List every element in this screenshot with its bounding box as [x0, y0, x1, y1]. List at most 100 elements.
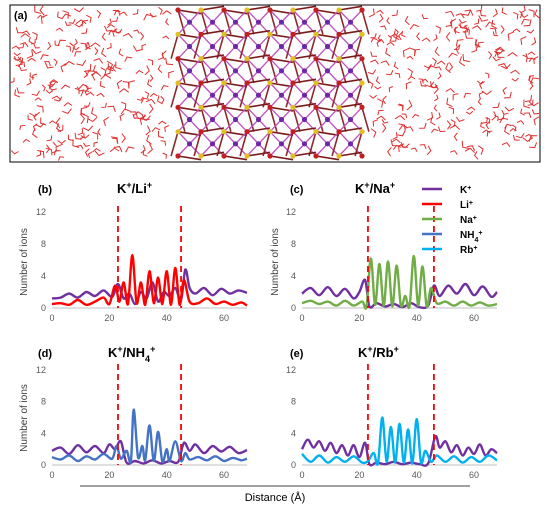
- potassium-ion: [347, 141, 354, 147]
- panel-b-ytick-label: 8: [41, 239, 46, 249]
- water-molecule: [449, 18, 457, 29]
- framework-atom: [221, 153, 227, 159]
- water-molecule: [20, 33, 30, 38]
- water-molecule: [454, 44, 461, 50]
- water-molecule: [140, 115, 151, 122]
- panel-b-ylabel: Number of ions: [19, 228, 30, 296]
- framework-atom: [290, 104, 296, 110]
- water-molecule: [520, 13, 529, 19]
- water-molecule: [453, 26, 459, 35]
- water-molecule: [125, 146, 135, 153]
- water-molecule: [477, 80, 485, 85]
- water-molecule: [477, 97, 482, 106]
- water-molecule: [528, 57, 536, 63]
- water-molecule: [397, 130, 406, 137]
- potassium-ion: [278, 43, 285, 50]
- water-molecule: [80, 134, 90, 139]
- water-molecule: [401, 113, 408, 119]
- framework-bond: [331, 131, 340, 157]
- water-molecule: [520, 5, 526, 14]
- framework-atom: [175, 129, 181, 135]
- framework-atom: [267, 7, 273, 13]
- panel-b-xtick-label: 20: [104, 313, 114, 323]
- framework-bond: [216, 131, 225, 157]
- framework-atom: [313, 153, 319, 159]
- water-molecule: [524, 112, 532, 118]
- water-molecule: [147, 143, 154, 154]
- framework-bond: [338, 29, 363, 36]
- water-molecule: [74, 132, 82, 140]
- legend-entry: NH4+: [460, 230, 482, 244]
- framework-bond: [292, 151, 317, 157]
- water-molecule: [108, 30, 116, 36]
- water-molecule: [369, 94, 378, 99]
- water-molecule: [147, 58, 154, 66]
- water-molecule: [93, 141, 99, 148]
- water-molecule: [531, 37, 537, 46]
- water-molecule: [479, 10, 487, 17]
- water-molecule: [445, 62, 451, 74]
- water-molecule: [85, 84, 92, 90]
- framework-bond: [170, 131, 179, 157]
- water-molecule: [132, 8, 139, 15]
- panel-e-xtick-label: 60: [469, 470, 479, 480]
- framework-atom: [221, 56, 227, 62]
- panel-d-ylabel: Number of ions: [19, 384, 30, 452]
- framework-atom: [198, 153, 204, 159]
- water-molecule: [76, 144, 84, 150]
- framework-bond: [246, 102, 271, 109]
- panel-a: (a): [9, 4, 541, 163]
- water-molecule: [376, 9, 384, 14]
- water-molecule: [36, 105, 44, 113]
- framework-bond: [239, 82, 248, 108]
- framework-bond: [269, 58, 278, 84]
- framework-bond: [285, 82, 294, 108]
- potassium-ion: [278, 19, 285, 25]
- water-molecule: [436, 60, 446, 65]
- framework-bond: [285, 131, 294, 157]
- water-molecule: [504, 125, 510, 136]
- water-molecule: [41, 84, 46, 92]
- water-molecule: [86, 91, 95, 96]
- water-molecule: [75, 19, 87, 25]
- water-molecule: [34, 5, 41, 14]
- framework-atom: [221, 80, 227, 86]
- water-molecule: [479, 81, 484, 90]
- framework-atom: [359, 7, 365, 13]
- water-molecule: [82, 113, 89, 124]
- water-molecule: [121, 133, 126, 144]
- water-molecule: [380, 25, 387, 31]
- water-molecule: [47, 41, 52, 50]
- panel-b-ytick-label: 4: [41, 271, 46, 281]
- water-molecule: [93, 58, 104, 64]
- water-molecule: [372, 119, 378, 127]
- water-molecule: [368, 8, 375, 18]
- potassium-ion: [186, 141, 193, 147]
- water-molecule: [10, 150, 19, 155]
- water-molecule: [397, 104, 404, 112]
- framework-bond: [315, 107, 324, 132]
- framework-bond: [216, 34, 225, 59]
- framework-bond: [223, 9, 248, 15]
- water-molecule: [434, 46, 440, 57]
- water-molecule: [378, 13, 384, 23]
- panel-c-title-ion1: K: [355, 181, 365, 196]
- framework-bond: [315, 58, 324, 84]
- water-molecule: [19, 42, 29, 48]
- framework-bond: [269, 9, 294, 15]
- framework-atom: [267, 104, 273, 110]
- water-molecule: [494, 51, 502, 57]
- water-molecule: [435, 25, 442, 34]
- potassium-ion: [232, 141, 239, 147]
- water-molecule: [101, 102, 107, 108]
- potassium-ion: [186, 116, 193, 123]
- panel-c-ytick-label: 12: [286, 207, 296, 217]
- water-molecule: [146, 134, 152, 145]
- water-molecule: [158, 130, 165, 139]
- water-molecule: [106, 42, 112, 50]
- framework-atom: [359, 153, 365, 159]
- water-molecule: [494, 46, 505, 52]
- panel-e: (e) K+/Rb+ 0 4 8 12 0 20 40 60: [286, 344, 498, 480]
- water-molecule: [55, 117, 61, 129]
- water-molecule: [421, 78, 429, 83]
